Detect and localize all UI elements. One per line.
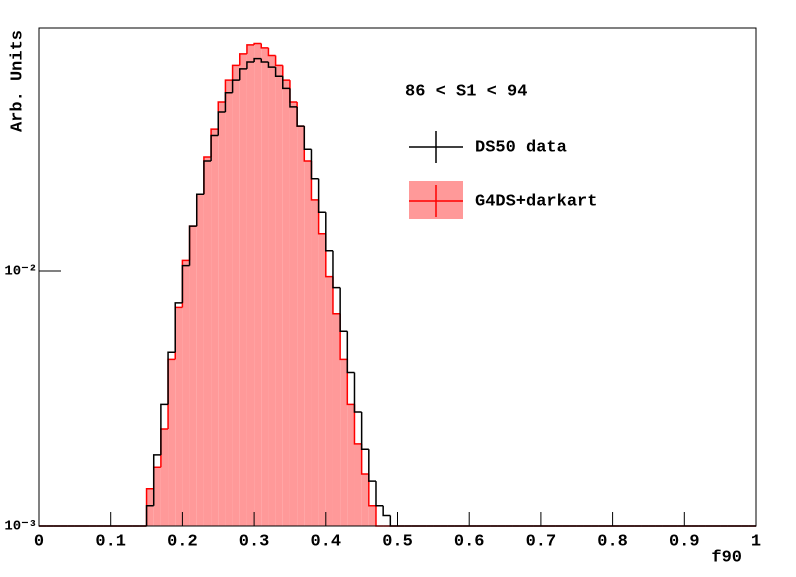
plot-area (39, 28, 756, 526)
bar (282, 80, 290, 526)
bar (254, 43, 262, 527)
bin-step (239, 68, 247, 81)
bin-step (239, 53, 247, 66)
bar (168, 359, 176, 526)
bar (268, 55, 276, 526)
bin-step (181, 264, 190, 303)
bar (361, 473, 369, 526)
bin-step (368, 473, 376, 507)
x-tick-label: 0.8 (597, 532, 628, 551)
x-tick-label: 0.7 (526, 532, 557, 551)
x-tick-label: 0.3 (239, 532, 270, 551)
bin-step (167, 351, 176, 405)
bin-step (360, 411, 369, 450)
y-tick-label: 10⁻³ (4, 519, 37, 535)
bin-step (195, 193, 204, 227)
bin-step (267, 47, 276, 57)
x-tick-label: 0.9 (669, 532, 700, 551)
bar (368, 505, 376, 526)
bar (340, 359, 348, 526)
bar (275, 65, 283, 526)
bin-step (332, 250, 341, 289)
legend-label: G4DS+darkart (475, 192, 597, 211)
bin-step (303, 126, 312, 151)
bin-step (353, 404, 362, 445)
bar (225, 80, 233, 526)
bin-step (253, 42, 262, 45)
bar (189, 226, 197, 526)
x-tick-label: 0.4 (310, 532, 341, 551)
x-tick-label: 1 (751, 532, 761, 551)
bar (182, 260, 190, 526)
bar (153, 467, 161, 526)
bar (289, 101, 298, 526)
bin-step (217, 111, 226, 136)
bin-step (260, 43, 269, 49)
bar (246, 44, 255, 526)
bin-step (253, 57, 262, 62)
bar (175, 307, 183, 526)
bin-step (210, 134, 219, 161)
bin-step (360, 443, 369, 475)
bar (146, 488, 154, 526)
x-tick-label: 0.5 (382, 532, 413, 551)
bin-step (274, 55, 283, 67)
bin-step (260, 58, 269, 63)
bin-step (289, 88, 298, 108)
annotation: 86 < S1 < 94 (405, 82, 527, 101)
x-tick-label: 0.1 (95, 532, 126, 551)
bar (211, 129, 219, 526)
bin-step (296, 106, 305, 127)
legend-label: DS50 data (475, 138, 567, 157)
x-tick-label: 0 (34, 532, 44, 551)
bin-step (339, 287, 348, 333)
bin-step (246, 44, 255, 54)
x-tick-label: 0.6 (454, 532, 485, 551)
bin-step (310, 149, 319, 180)
bin-step (346, 359, 355, 406)
bin-step (282, 76, 290, 90)
bin-step (368, 449, 376, 482)
bar (160, 429, 169, 526)
bar (325, 276, 333, 526)
bin-step (188, 225, 197, 266)
bar (332, 313, 341, 526)
bar (218, 101, 226, 526)
bar (203, 156, 212, 526)
bin-step (382, 505, 391, 517)
bar (196, 194, 204, 526)
bar (297, 126, 305, 527)
bin-step (274, 67, 283, 78)
bar (261, 47, 269, 526)
x-axis-title: f90 (711, 548, 742, 567)
bar (311, 199, 319, 526)
bin-step (174, 302, 183, 353)
y-tick-label: 10⁻² (4, 264, 37, 280)
bin-step (317, 178, 326, 213)
bin-step (246, 61, 255, 69)
bin-step (267, 61, 276, 68)
bin-step (203, 160, 212, 195)
bar (347, 404, 355, 526)
bin-step (325, 212, 333, 252)
bar (354, 443, 362, 526)
bin-step (231, 79, 240, 93)
bin-step (152, 454, 161, 506)
bin-step (353, 372, 362, 413)
bin-step (346, 331, 355, 374)
x-tick-label: 0.2 (167, 532, 198, 551)
bin-step (332, 276, 341, 315)
bin-step (375, 481, 384, 507)
bar (304, 160, 312, 527)
bin-step (160, 403, 169, 455)
bin-step (145, 505, 154, 526)
bar (232, 65, 240, 526)
bar (318, 233, 326, 526)
bin-step (224, 91, 233, 113)
bin-step (231, 64, 240, 81)
y-axis-title: Arb. Units (8, 30, 27, 132)
bar (239, 53, 247, 527)
